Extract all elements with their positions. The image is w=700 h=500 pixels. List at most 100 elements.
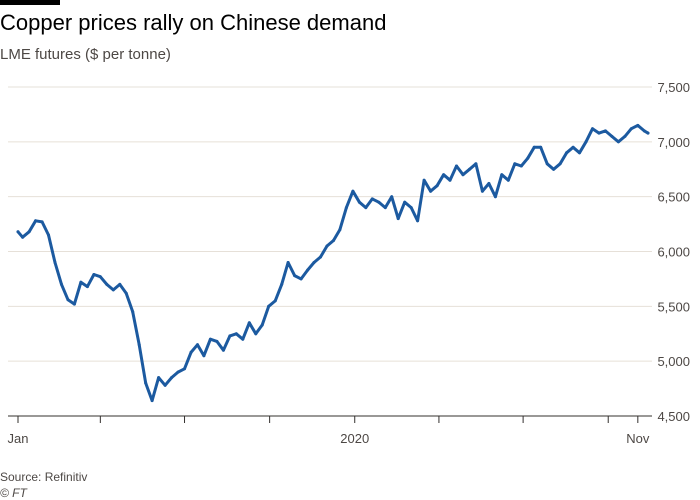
data-point [163, 383, 167, 387]
y-axis-ticks: 4,500 5,000 5,500 6,000 6,500 7,000 7,500 [657, 80, 690, 424]
data-point [241, 337, 245, 341]
data-point [416, 219, 420, 223]
source-note: Source: Refinitiv [0, 470, 88, 484]
data-point [390, 195, 394, 199]
data-point [234, 332, 238, 336]
data-point [357, 200, 361, 204]
data-point [27, 230, 31, 234]
data-point [435, 184, 439, 188]
data-point [429, 189, 433, 193]
x-axis: Jan 2020 Nov [8, 415, 652, 446]
data-point [338, 228, 342, 232]
data-point [319, 255, 322, 259]
data-point [72, 302, 76, 306]
series-line [16, 123, 650, 403]
data-point [513, 162, 517, 166]
data-point [526, 156, 530, 160]
data-point [487, 182, 491, 185]
data-point [144, 381, 148, 385]
data-point [215, 339, 219, 343]
data-point [468, 167, 471, 171]
data-point [137, 343, 141, 347]
data-point [642, 129, 646, 133]
data-point [170, 376, 174, 380]
data-point [629, 127, 633, 131]
data-point [603, 129, 607, 133]
data-point [118, 282, 122, 286]
data-point [21, 235, 25, 239]
data-point [332, 239, 335, 242]
data-point [53, 261, 57, 264]
x-tick-label: 2020 [340, 431, 369, 446]
data-point [34, 219, 38, 223]
y-tick-label: 4,500 [657, 409, 690, 424]
data-point [532, 145, 536, 149]
data-point [597, 131, 601, 135]
data-point [16, 230, 20, 234]
data-point [344, 206, 348, 210]
data-point [176, 370, 180, 374]
x-tick-label: Nov [626, 431, 650, 446]
data-point [150, 399, 154, 403]
data-point [351, 189, 355, 193]
data-point [267, 304, 271, 308]
data-point [455, 164, 458, 168]
data-point [293, 274, 297, 278]
data-point [591, 127, 594, 131]
data-point [286, 261, 290, 264]
data-point [364, 206, 368, 210]
data-point [66, 298, 70, 302]
data-point [442, 173, 446, 177]
data-point [500, 173, 504, 177]
data-point [189, 350, 193, 354]
y-tick-label: 7,000 [657, 135, 690, 150]
y-tick-label: 7,500 [657, 80, 690, 95]
data-point [111, 288, 115, 292]
chart-subtitle: LME futures ($ per tonne) [0, 46, 171, 63]
data-point [448, 178, 452, 182]
data-point [280, 282, 284, 286]
data-point [202, 354, 206, 358]
data-point [98, 275, 102, 279]
data-point [79, 280, 83, 284]
series-layer [16, 123, 650, 403]
data-point [422, 178, 426, 182]
data-point [124, 291, 128, 295]
data-point [383, 206, 387, 210]
header-accent-bar [0, 0, 60, 5]
data-point [519, 164, 523, 168]
data-point [623, 134, 627, 138]
data-point [85, 285, 89, 289]
data-point [40, 220, 44, 224]
data-point [571, 145, 575, 149]
copyright-credit: © FT [0, 486, 27, 500]
data-point [254, 332, 258, 336]
data-point [545, 162, 549, 166]
data-point [474, 162, 478, 166]
data-point [325, 244, 329, 248]
y-tick-label: 6,000 [657, 245, 690, 260]
data-point [228, 334, 232, 338]
data-point [208, 337, 212, 341]
data-point [247, 321, 251, 325]
data-point [506, 178, 510, 182]
data-point [480, 189, 484, 193]
data-point [196, 343, 199, 347]
data-point [131, 310, 135, 314]
data-point [558, 162, 562, 166]
data-point [377, 200, 381, 204]
data-point [539, 145, 543, 149]
line-chart: 4,500 5,000 5,500 6,000 6,500 7,000 7,500 Jan 2… [8, 80, 690, 446]
data-point [396, 217, 400, 221]
data-point [47, 233, 50, 237]
data-point [646, 131, 650, 135]
y-tick-label: 5,000 [657, 354, 690, 369]
data-point [610, 134, 614, 138]
data-point [403, 200, 407, 204]
data-point [409, 206, 413, 210]
data-point [312, 261, 316, 264]
data-point [636, 123, 640, 127]
y-tick-label: 5,500 [657, 299, 690, 314]
data-point [578, 151, 581, 155]
data-point [461, 173, 465, 177]
